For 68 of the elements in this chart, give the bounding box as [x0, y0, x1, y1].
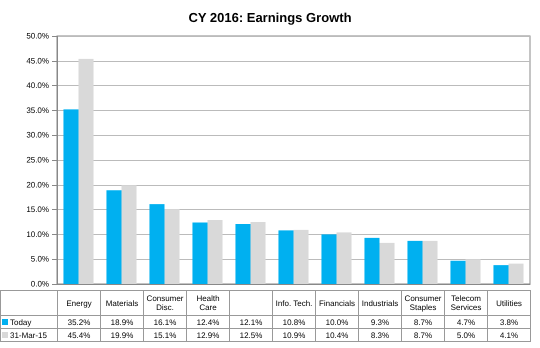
x-tick-label: Consumer Staples — [402, 290, 444, 316]
bar — [380, 242, 395, 284]
x-tick-label: Industrials — [358, 290, 402, 316]
bar — [78, 58, 94, 284]
data-label: 15.1% — [144, 328, 186, 342]
data-label: 5.0% — [444, 328, 488, 342]
data-label: 8.3% — [358, 328, 402, 342]
bar — [122, 185, 137, 284]
x-tick-label: Consumer Disc. — [144, 290, 186, 316]
data-label: 10.8% — [272, 316, 316, 328]
x-tick-label: Health Care — [186, 290, 230, 316]
data-label: 8.7% — [402, 328, 444, 342]
data-label: 18.9% — [100, 316, 144, 328]
bar — [508, 264, 524, 284]
bar — [63, 109, 78, 284]
data-label: 12.5% — [230, 328, 272, 342]
x-tick-label: Info. Tech. — [272, 290, 316, 316]
y-tick-label: 10.0% — [26, 230, 49, 239]
bar — [208, 220, 223, 284]
bar — [493, 265, 508, 284]
data-label: 12.9% — [186, 328, 230, 342]
bar — [149, 204, 164, 284]
y-tick-label: 20.0% — [26, 180, 49, 190]
x-tick-label: Telecom Services — [444, 290, 488, 316]
data-label: 12.1% — [230, 316, 272, 328]
data-label: 19.9% — [100, 328, 144, 342]
bar — [422, 240, 438, 284]
data-label: 16.1% — [144, 316, 186, 328]
x-tick-label: Utilities — [488, 290, 530, 316]
x-tick-label: Materials — [100, 290, 144, 316]
bar — [321, 234, 336, 284]
bar — [294, 230, 309, 284]
y-tick-label: 0.0% — [30, 280, 49, 288]
data-label: 45.4% — [58, 328, 100, 342]
data-label: 10.0% — [316, 316, 358, 328]
data-label: 9.3% — [358, 316, 402, 328]
bar — [278, 230, 294, 284]
y-tick-label: 30.0% — [26, 130, 49, 140]
bar — [192, 222, 208, 284]
y-tick-label: 15.0% — [26, 205, 49, 214]
bar — [450, 260, 466, 284]
data-label: 35.2% — [58, 316, 100, 328]
bar — [106, 190, 122, 284]
bar — [235, 224, 250, 284]
legend-label: 31-Mar-15 — [0, 328, 58, 342]
y-tick-label: 35.0% — [26, 106, 49, 115]
bar — [250, 222, 266, 284]
chart-title: CY 2016: Earnings Growth — [188, 10, 352, 25]
data-label: 10.9% — [272, 328, 316, 342]
data-label: 10.4% — [316, 328, 358, 342]
bar — [466, 259, 481, 284]
bar — [164, 209, 180, 284]
x-tick-label: Energy — [58, 290, 100, 316]
data-label: 12.4% — [186, 316, 230, 328]
y-tick-label: 45.0% — [26, 56, 49, 66]
legend-label: Today — [0, 316, 58, 328]
data-label: 4.7% — [444, 316, 488, 328]
data-label: 3.8% — [488, 316, 530, 328]
bar — [336, 232, 352, 284]
y-tick-label: 40.0% — [26, 81, 49, 90]
y-tick-label: 50.0% — [26, 32, 49, 40]
data-label: 4.1% — [488, 328, 530, 342]
y-tick-label: 5.0% — [30, 254, 49, 264]
bar — [364, 238, 380, 284]
y-tick-label: 25.0% — [26, 156, 49, 164]
bar — [407, 240, 422, 284]
data-label: 8.7% — [402, 316, 444, 328]
x-tick-label: Financials — [316, 290, 358, 316]
